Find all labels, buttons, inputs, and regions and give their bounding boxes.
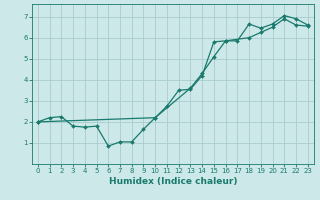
X-axis label: Humidex (Indice chaleur): Humidex (Indice chaleur) [108, 177, 237, 186]
